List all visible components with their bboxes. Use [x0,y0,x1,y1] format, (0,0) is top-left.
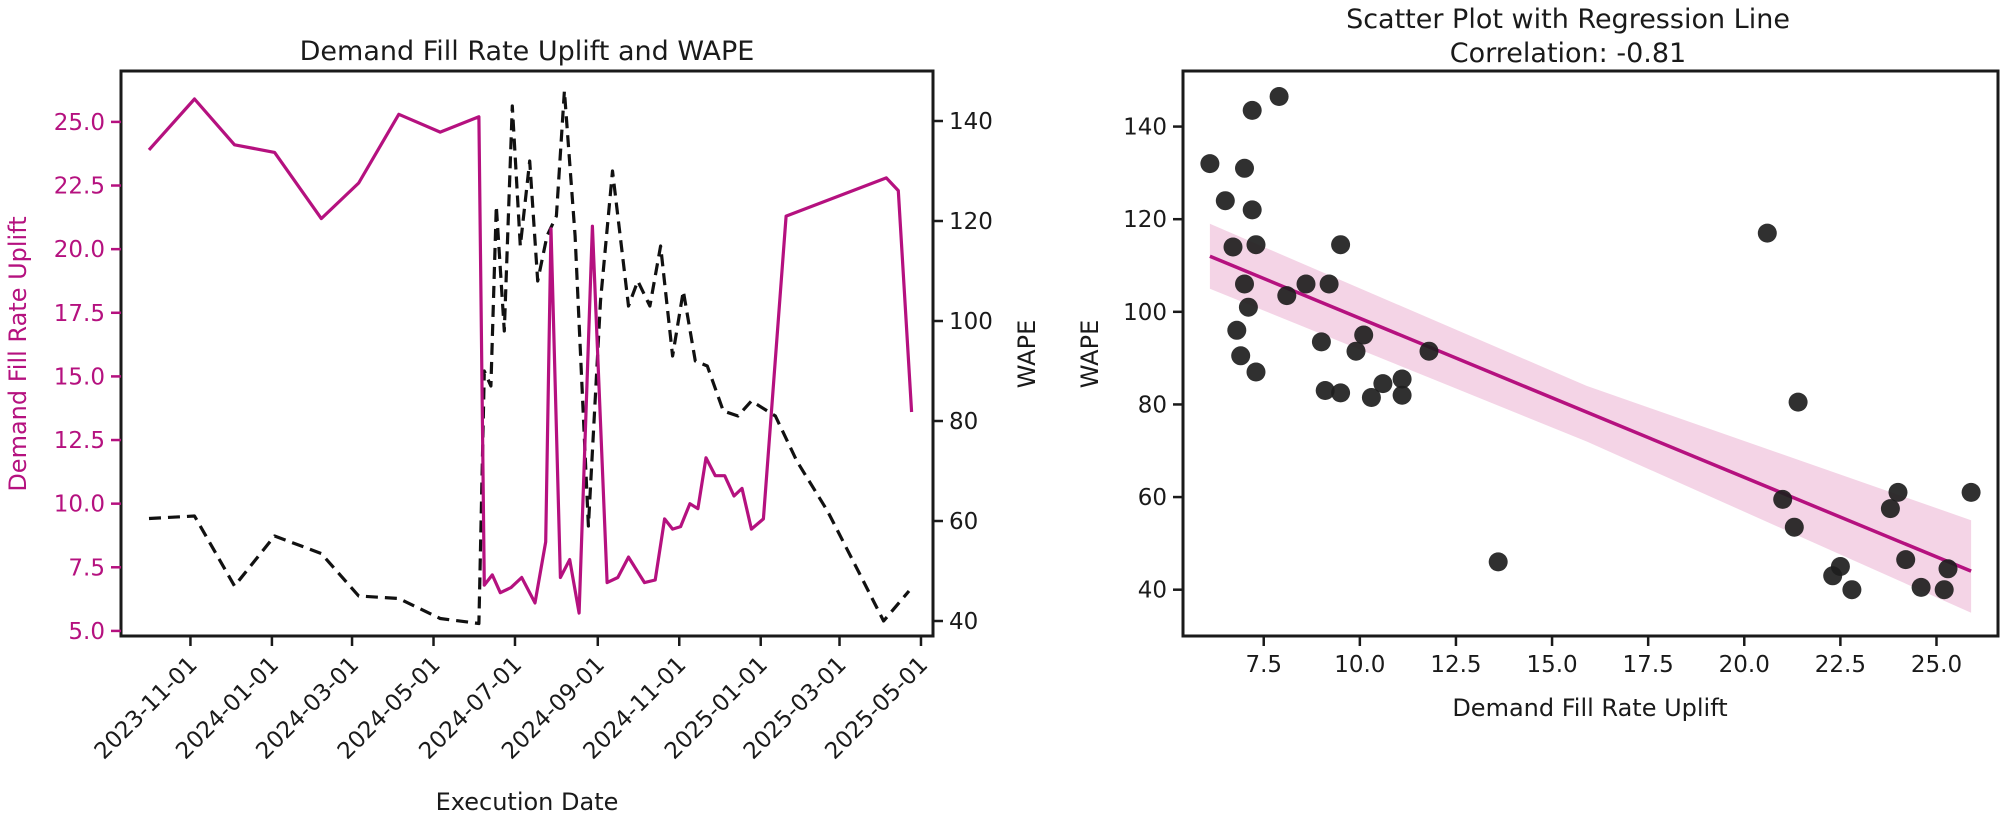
scatter-y-tick-label: 60 [1138,485,1167,511]
scatter-point [1788,392,1808,412]
left-y-tick-label: 20.0 [54,237,105,263]
line-chart-x-axis-label: Execution Date [436,788,619,816]
scatter-point [1896,550,1916,570]
scatter-point [1373,374,1393,394]
scatter-point [1961,482,1981,502]
scatter-point [1200,154,1220,174]
line-chart-title: Demand Fill Rate Uplift and WAPE [300,36,755,67]
right-y-tick-label: 60 [949,509,978,535]
scatter-y-tick-label: 40 [1138,578,1167,604]
scatter-point [1354,325,1374,345]
right-y-tick-label: 100 [949,309,993,335]
left-y-tick-label: 5.0 [68,619,105,645]
scatter-point [1934,580,1954,600]
scatter-point [1319,274,1339,294]
left-y-tick-label: 15.0 [54,364,105,390]
right-y-tick-label: 80 [949,409,978,435]
scatter-point [1419,341,1439,361]
scatter-point [1238,297,1258,317]
scatter-x-tick-label: 12.5 [1430,652,1481,678]
scatter-y-tick-label: 120 [1123,207,1167,233]
scatter-point [1331,235,1351,255]
scatter-y-tick-label: 80 [1138,392,1167,418]
scatter-point [1246,235,1266,255]
scatter-point [1392,385,1412,405]
scatter-point [1215,191,1235,211]
line-chart-frame [119,69,935,638]
left-y-tick-label: 17.5 [54,301,105,327]
scatter-points [1200,87,1981,600]
scatter-y-axis: 40 60 80 100 120 140 [1123,115,1183,604]
uplift-line [147,97,914,615]
scatter-x-tick-label: 17.5 [1623,652,1674,678]
confidence-band-area [1209,223,1972,613]
scatter-chart: Scatter Plot with Regression Line Correl… [1076,4,2000,722]
scatter-chart-frame [1181,69,2000,638]
scatter-x-tick-label: 22.5 [1815,652,1866,678]
scatter-point [1246,362,1266,382]
left-y-tick-label: 25.0 [54,110,105,136]
scatter-point [1331,383,1351,403]
left-y-axis: 5.0 7.5 10.0 12.5 15.0 17.5 20.0 22.5 25.0 [54,110,121,645]
left-y-axis-label: Demand Fill Rate Uplift [4,216,32,491]
scatter-point [1773,489,1793,509]
scatter-point [1842,580,1862,600]
scatter-point [1392,369,1412,389]
left-y-tick-label: 22.5 [54,174,105,200]
scatter-point [1223,237,1243,257]
scatter-chart-title: Scatter Plot with Regression Line [1346,4,1790,35]
wape-line [148,89,911,626]
right-y-axis: 40 60 80 100 120 140 [933,109,993,635]
scatter-point [1488,552,1508,572]
scatter-y-tick-label: 100 [1123,300,1167,326]
scatter-point [1235,274,1254,294]
scatter-x-tick-label: 7.5 [1245,652,1282,678]
scatter-x-tick-label: 10.0 [1334,652,1385,678]
right-y-tick-label: 120 [949,209,993,235]
scatter-point [1911,577,1931,597]
scatter-point [1227,320,1247,340]
scatter-point [1231,346,1251,366]
scatter-point [1880,499,1900,519]
scatter-point [1242,200,1262,220]
scatter-point [1888,482,1908,502]
scatter-point [1269,87,1289,106]
scatter-x-tick-label: 20.0 [1719,652,1770,678]
right-y-axis-label: WAPE [1013,320,1041,388]
scatter-point [1361,388,1381,407]
wape-series [148,89,911,626]
scatter-x-tick-label: 15.0 [1526,652,1577,678]
right-y-tick-label: 40 [949,609,978,635]
scatter-point [1277,286,1297,306]
scatter-y-tick-label: 140 [1123,115,1167,141]
scatter-x-tick-label: 25.0 [1911,652,1962,678]
scatter-point [1315,381,1335,400]
right-y-tick-label: 140 [949,109,993,135]
left-y-tick-label: 10.0 [54,492,105,518]
scatter-point [1757,223,1777,243]
scatter-x-axis-label: Demand Fill Rate Uplift [1452,694,1727,722]
confidence-band [1209,223,1972,613]
scatter-point [1784,517,1804,537]
uplift-series [147,97,914,615]
scatter-point [1311,332,1331,352]
scatter-point [1296,274,1316,294]
scatter-point [1242,100,1262,120]
scatter-point [1938,559,1958,579]
scatter-y-axis-label: WAPE [1076,320,1104,388]
scatter-point [1830,557,1850,576]
left-y-tick-label: 7.5 [68,555,105,581]
regression-line-path [1209,254,1972,573]
scatter-chart-subtitle: Correlation: -0.81 [1450,38,1686,69]
left-y-tick-label: 12.5 [54,428,105,454]
scatter-x-axis: 7.5 10.0 12.5 15.0 17.5 20.0 22.5 25.0 [1245,636,1962,678]
scatter-point [1346,341,1366,361]
scatter-point [1235,158,1254,178]
regression-line [1209,254,1972,573]
